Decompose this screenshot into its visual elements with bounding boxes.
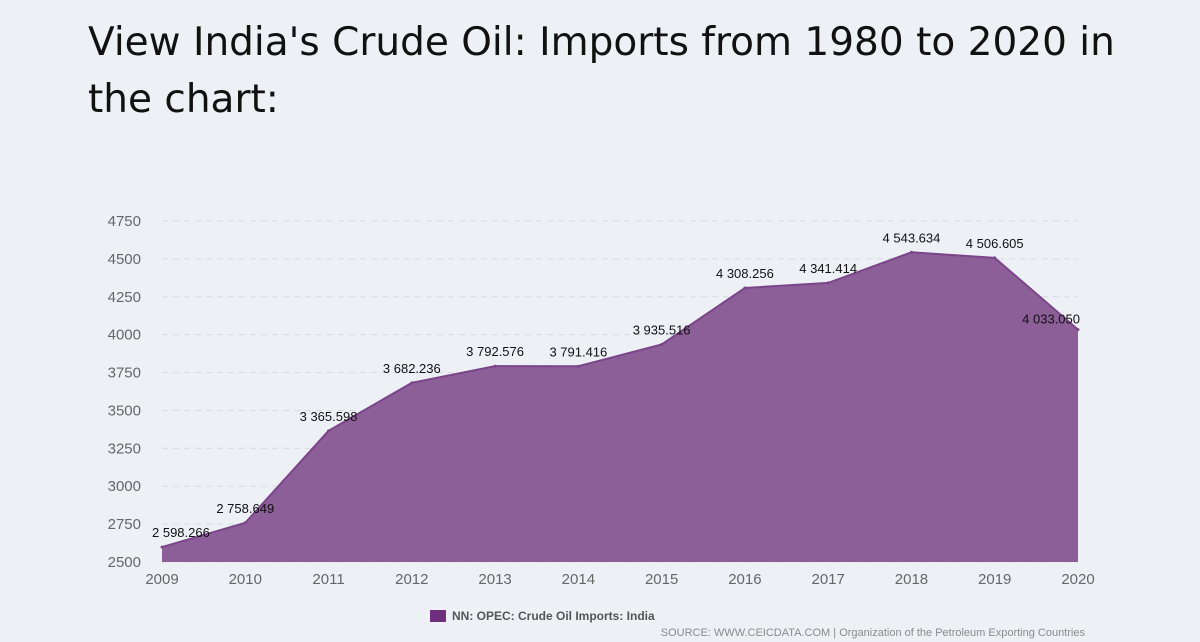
data-point bbox=[743, 286, 747, 290]
data-label: 4 033.050 bbox=[1022, 312, 1080, 327]
y-tick-label: 3000 bbox=[108, 478, 141, 495]
x-tick-label: 2016 bbox=[728, 571, 761, 588]
x-tick-label: 2012 bbox=[395, 571, 428, 588]
data-label: 3 682.236 bbox=[383, 361, 441, 376]
y-axis: 2500 2750 3000 3250 3500 3750 4000 4250 4500 4750 bbox=[108, 213, 141, 571]
data-label: 3 791.416 bbox=[549, 344, 607, 359]
x-tick-label: 2017 bbox=[811, 571, 844, 588]
source-note: SOURCE: WWW.CEICDATA.COM | Organization … bbox=[661, 627, 1086, 639]
page-title: View India's Crude Oil: Imports from 198… bbox=[88, 20, 1115, 122]
data-label: 3 365.598 bbox=[300, 409, 358, 424]
area-fill bbox=[162, 252, 1078, 562]
y-tick-label: 2500 bbox=[108, 554, 141, 571]
x-axis: 2009 2010 2011 2012 2013 2014 2015 2016 2017 2018… bbox=[145, 571, 1094, 588]
data-label: 4 341.414 bbox=[799, 261, 857, 276]
x-tick-label: 2018 bbox=[895, 571, 928, 588]
data-labels: 2 598.266 2 758.649 3 365.598 3 682.236 3 79… bbox=[152, 230, 1080, 540]
legend[interactable]: NN: OPEC: Crude Oil Imports: India bbox=[430, 609, 655, 623]
x-tick-label: 2009 bbox=[145, 571, 178, 588]
x-tick-label: 2020 bbox=[1061, 571, 1094, 588]
y-tick-label: 2750 bbox=[108, 516, 141, 533]
data-label: 2 598.266 bbox=[152, 525, 210, 540]
data-label: 4 506.605 bbox=[966, 236, 1024, 251]
x-tick-label: 2011 bbox=[312, 571, 344, 588]
data-label: 3 935.516 bbox=[633, 322, 691, 337]
series-line bbox=[161, 251, 1079, 549]
x-tick-label: 2015 bbox=[645, 571, 678, 588]
y-tick-label: 4500 bbox=[108, 251, 141, 268]
y-tick-label: 4000 bbox=[108, 327, 141, 344]
x-tick-label: 2010 bbox=[229, 571, 262, 588]
y-tick-label: 4250 bbox=[108, 289, 141, 306]
y-tick-label: 3500 bbox=[108, 402, 141, 419]
data-point bbox=[160, 545, 164, 549]
data-label: 4 308.256 bbox=[716, 266, 774, 281]
data-point bbox=[660, 342, 664, 346]
plot-area bbox=[160, 250, 1080, 562]
legend-swatch bbox=[430, 610, 446, 622]
x-tick-label: 2019 bbox=[978, 571, 1011, 588]
data-label: 4 543.634 bbox=[883, 230, 941, 245]
data-point bbox=[1076, 328, 1080, 332]
y-tick-label: 3250 bbox=[108, 440, 141, 457]
data-point bbox=[576, 364, 580, 368]
data-point bbox=[993, 256, 997, 260]
legend-label: NN: OPEC: Crude Oil Imports: India bbox=[452, 609, 655, 623]
data-point bbox=[327, 429, 331, 433]
x-tick-label: 2013 bbox=[478, 571, 511, 588]
data-point bbox=[410, 381, 414, 385]
data-label: 2 758.649 bbox=[216, 501, 274, 516]
data-label: 3 792.576 bbox=[466, 344, 524, 359]
y-tick-label: 4750 bbox=[108, 213, 141, 230]
y-tick-label: 3750 bbox=[108, 365, 141, 382]
data-point bbox=[493, 364, 497, 368]
data-point bbox=[243, 521, 247, 525]
data-point bbox=[909, 250, 913, 254]
x-tick-label: 2014 bbox=[562, 571, 595, 588]
data-point bbox=[826, 281, 830, 285]
